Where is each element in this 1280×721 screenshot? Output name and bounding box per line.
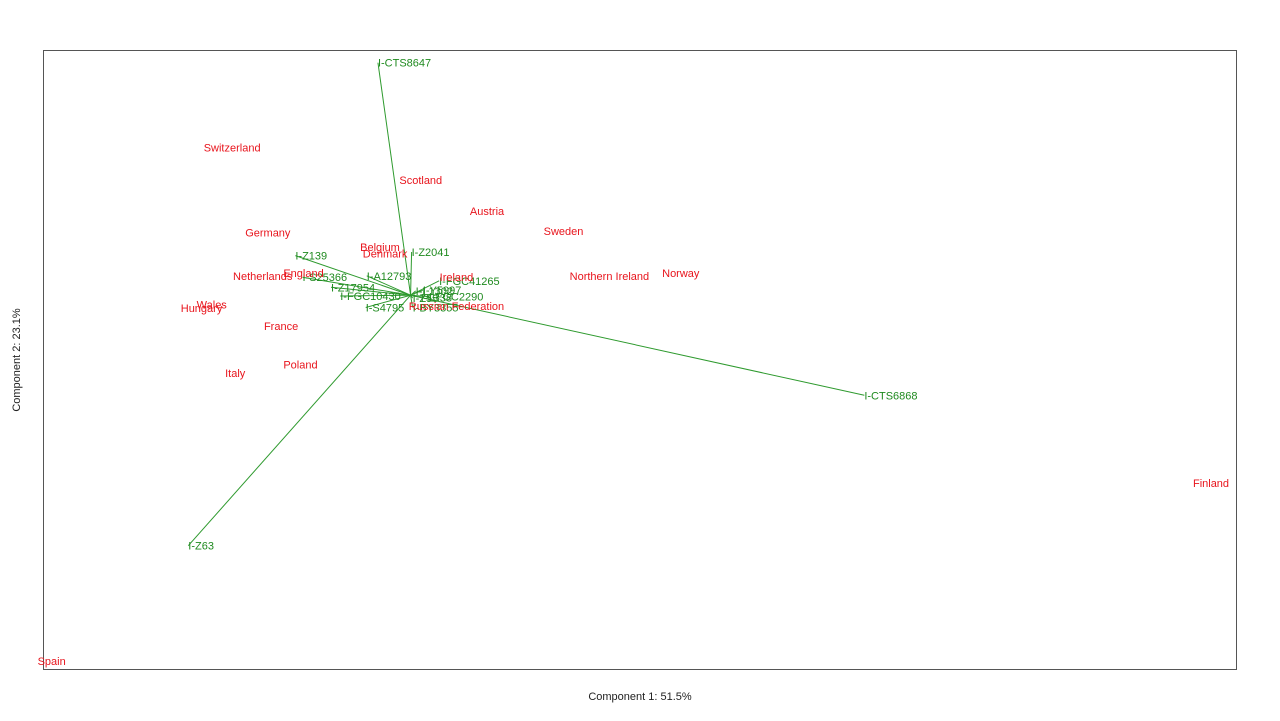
loading-vector xyxy=(410,294,865,396)
loading-label: I-FGC2290 xyxy=(429,292,483,304)
x-axis-label: Component 1: 51.5% xyxy=(588,691,692,703)
point-label: Northern Ireland xyxy=(570,271,650,283)
loading-vector xyxy=(365,294,411,308)
loading-vector xyxy=(295,255,411,296)
loading-vectors xyxy=(187,62,865,547)
loading-label: I-CTS6868 xyxy=(864,390,917,402)
point-label: Denmark xyxy=(363,248,408,260)
loading-label: I-Z2041 xyxy=(412,247,450,259)
point-label: Austria xyxy=(470,206,505,218)
point-label: Scotland xyxy=(399,175,442,187)
point-label: Hungary xyxy=(181,303,223,315)
loading-vector xyxy=(410,294,421,298)
loading-label: I-Z63 xyxy=(188,541,214,553)
point-label: Wales xyxy=(197,300,228,312)
point-label: Switzerland xyxy=(204,143,261,155)
loading-vector xyxy=(340,294,411,297)
loading-label: I-FGC10430 xyxy=(340,291,401,303)
loading-label: I-Z139 xyxy=(295,251,327,263)
loading-label: I-BY3355 xyxy=(413,302,459,314)
loading-label: I-A12793 xyxy=(367,271,412,283)
loading-label: I-Z58 xyxy=(413,293,439,305)
y-axis-label: Component 2: 23.1% xyxy=(11,308,23,412)
point-label: England xyxy=(283,268,323,280)
point-label: Italy xyxy=(225,368,246,380)
point-label: France xyxy=(264,321,298,333)
point-label: Belgium xyxy=(360,242,400,254)
loading-vector xyxy=(366,275,411,296)
loading-label: I-L1302 xyxy=(416,286,453,298)
point-label: Finland xyxy=(1193,478,1229,490)
loading-vector xyxy=(187,294,411,547)
loading-vector xyxy=(330,286,411,296)
loading-vector xyxy=(302,276,411,296)
point-label: Germany xyxy=(245,228,291,240)
loading-label: I-CTS8647 xyxy=(378,58,431,70)
loading-label: I-Y5997 xyxy=(423,285,462,297)
loading-label: I-S25366 xyxy=(302,272,347,284)
point-label: Spain xyxy=(38,656,66,668)
loading-label: I-Z17954 xyxy=(331,282,375,294)
loading-vector xyxy=(410,289,424,296)
loading-vector xyxy=(377,62,412,296)
loading-vector xyxy=(410,252,413,296)
point-label: Poland xyxy=(283,359,317,371)
point-label: Sweden xyxy=(544,226,584,238)
loading-vector xyxy=(410,295,414,308)
point-label: Norway xyxy=(662,268,700,280)
loading-label: I-S4795 xyxy=(366,302,405,314)
point-label: Russian Federation xyxy=(409,301,504,313)
point-label: Ireland xyxy=(440,272,474,284)
plot-frame xyxy=(43,50,1237,670)
loading-label: I-L338 xyxy=(421,292,452,304)
point-label: Netherlands xyxy=(233,271,293,283)
loading-labels: I-CTS8647 I-CTS6868 I-Z63 I-Z139 I-Z2041 I-FG… xyxy=(188,58,917,553)
loading-label: I-FGC41265 xyxy=(439,276,500,288)
point-labels: Switzerland Scotland Austria Sweden Germany B… xyxy=(38,143,1229,668)
